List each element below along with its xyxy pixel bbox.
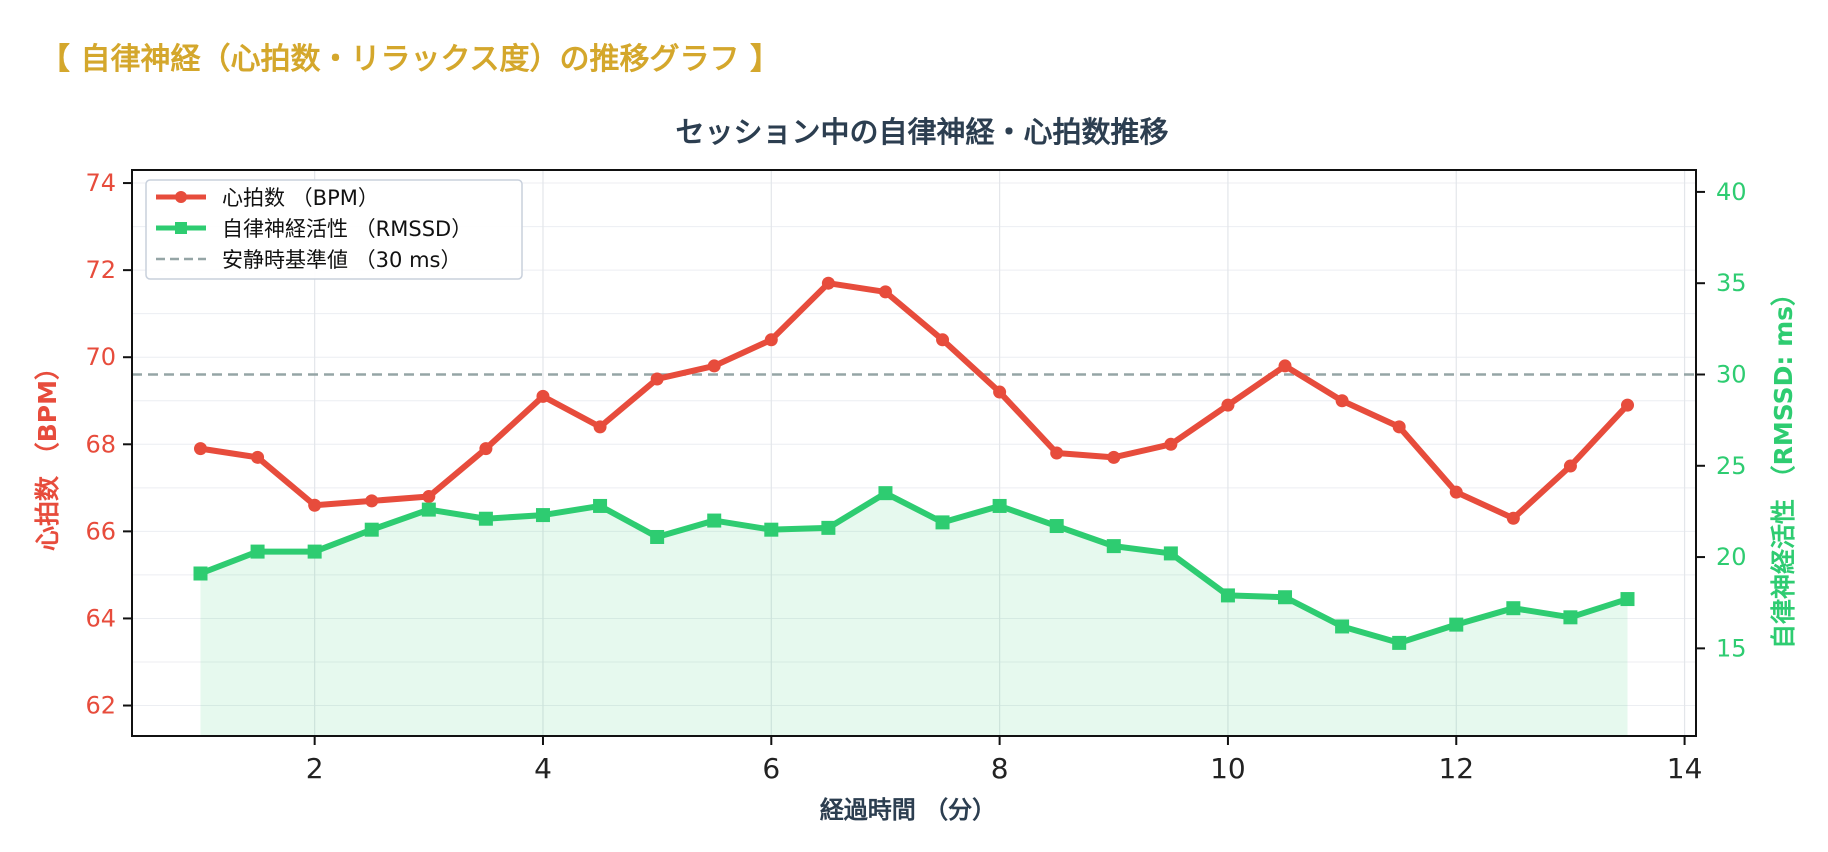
rmssd-point: [992, 498, 1007, 513]
hr-point: [878, 285, 892, 299]
y-right-tick-label: 20: [1716, 543, 1747, 571]
hr-point: [193, 442, 207, 456]
x-axis-title: 経過時間 （分）: [820, 796, 996, 824]
rmssd-point: [593, 498, 608, 513]
rmssd-point: [1506, 601, 1521, 616]
hr-point: [764, 333, 778, 347]
hr-point: [1164, 437, 1178, 451]
y-left-tick-label: 72: [85, 256, 116, 284]
rmssd-point: [478, 511, 493, 526]
rmssd-point: [535, 508, 550, 523]
hr-point: [1449, 485, 1463, 499]
rmssd-point: [193, 566, 208, 581]
hr-point: [479, 442, 493, 456]
legend-baseline-label: 安静時基準値 （30 ms）: [222, 248, 461, 272]
rmssd-line: [197, 490, 1631, 646]
y-right-tick-label: 25: [1716, 452, 1747, 480]
x-tick-label: 8: [991, 752, 1009, 785]
y-left-tick-label: 68: [85, 430, 116, 458]
hr-point: [1506, 511, 1520, 525]
rmssd-point: [1106, 539, 1121, 554]
rmssd-point: [1220, 588, 1235, 603]
hr-point: [1221, 398, 1235, 412]
y-left-tick-label: 62: [85, 692, 116, 720]
series-layer: [193, 276, 1635, 650]
x-tick-label: 2: [306, 752, 324, 785]
hr-point: [1392, 420, 1406, 434]
section-heading: 【 自律神経（心拍数・リラックス度）の推移グラフ 】: [40, 42, 780, 77]
rmssd-point: [1392, 635, 1407, 650]
hr-point: [251, 450, 265, 464]
y-right-tick-label: 15: [1716, 634, 1747, 662]
y-right-tick-label: 35: [1716, 269, 1747, 297]
hr-point: [1563, 459, 1577, 473]
hr-point: [707, 359, 721, 373]
legend: 心拍数 （BPM） 自律神経活性 （RMSSD） 安静時基準値 （30 ms）: [145, 179, 523, 280]
rmssd-area: [200, 493, 1628, 736]
hr-point: [1107, 450, 1121, 464]
hr-point: [1050, 446, 1064, 460]
y-left-tick-label: 74: [85, 169, 116, 197]
rmssd-point: [421, 502, 436, 517]
rmssd-point: [1449, 617, 1464, 632]
rmssd-point: [307, 544, 322, 559]
legend-box: [145, 179, 523, 280]
y-left-tick-label: 70: [85, 343, 116, 371]
hr-point: [650, 372, 664, 386]
legend-rmssd-marker: [175, 222, 187, 234]
legend-hr-label: 心拍数 （BPM）: [222, 186, 379, 210]
x-tick-label: 10: [1210, 752, 1246, 785]
y-left-axis-title: 心拍数 （BPM）: [33, 355, 62, 551]
y-right-axis-title: 自律神経活性 （RMSSD: ms）: [1769, 281, 1798, 649]
rmssd-point: [1163, 546, 1178, 561]
rmssd-point: [250, 544, 265, 559]
y-left-tick-label: 64: [85, 604, 116, 632]
hr-point: [1278, 359, 1292, 373]
rmssd-point: [1563, 610, 1578, 625]
hr-point: [936, 333, 950, 347]
hr-point: [993, 385, 1007, 399]
y-right-tick-label: 40: [1716, 178, 1747, 206]
rmssd-point: [1049, 519, 1064, 534]
rmssd-point: [1278, 590, 1293, 605]
hr-point: [1335, 394, 1349, 408]
plot-frame: [131, 169, 1697, 737]
rmssd-point: [821, 520, 836, 535]
rmssd-point: [1620, 592, 1635, 607]
x-tick-label: 4: [534, 752, 552, 785]
x-tick-label: 14: [1667, 752, 1703, 785]
y-left-tick-label: 66: [85, 517, 116, 545]
rmssd-point: [878, 486, 893, 501]
hr-point: [1621, 398, 1635, 412]
hr-point: [422, 490, 436, 504]
hr-line: [197, 280, 1631, 522]
rmssd-point: [935, 515, 950, 530]
x-tick-label: 6: [762, 752, 780, 785]
hr-point: [821, 276, 835, 290]
rmssd-point: [707, 513, 722, 528]
legend-hr-marker: [175, 191, 187, 203]
hr-point: [365, 494, 379, 508]
rmssd-point: [650, 529, 665, 544]
x-tick-label: 12: [1438, 752, 1474, 785]
rmssd-area-fill: [200, 493, 1628, 736]
hr-point: [308, 498, 322, 512]
chart-title: セッション中の自律神経・心拍数推移: [675, 115, 1168, 149]
y-right-tick-label: 30: [1716, 360, 1747, 388]
rmssd-point: [764, 522, 779, 537]
rmssd-point: [364, 522, 379, 537]
hr-point: [536, 389, 550, 403]
rmssd-point: [1335, 619, 1350, 634]
hr-point: [593, 420, 607, 434]
legend-rmssd-label: 自律神経活性 （RMSSD）: [222, 217, 472, 241]
